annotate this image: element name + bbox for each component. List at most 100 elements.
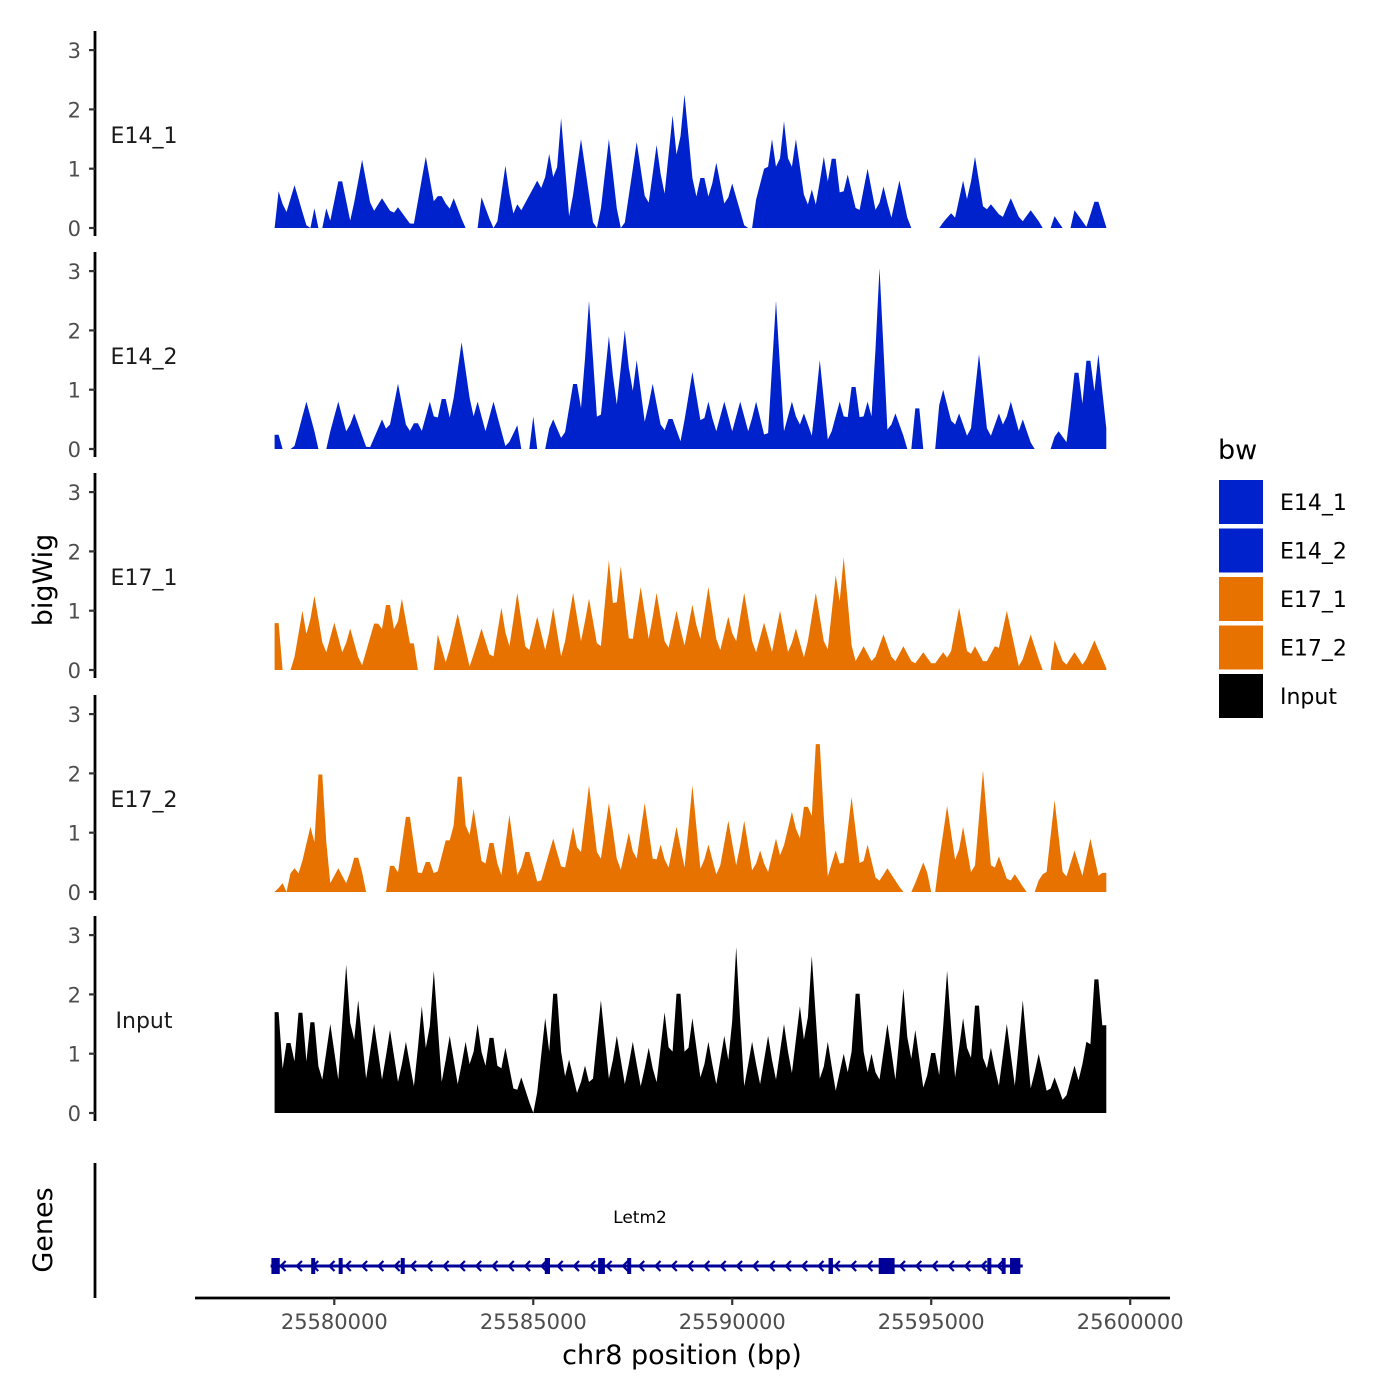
strand-arrow: [376, 1260, 385, 1272]
x-tick-label: 25580000: [281, 1310, 388, 1334]
strand-arrow: [979, 1260, 988, 1272]
strand-arrow: [621, 1260, 629, 1272]
strand-arrow: [963, 1260, 971, 1272]
y-tick-label: 0: [68, 659, 81, 683]
y-tick-label: 1: [68, 379, 81, 403]
track-label: Input: [116, 1009, 173, 1034]
strand-arrow: [588, 1260, 597, 1272]
track-label: E14_1: [111, 124, 178, 149]
strand-arrow: [442, 1260, 450, 1272]
strand-arrow: [833, 1260, 841, 1272]
strand-arrow: [490, 1260, 499, 1272]
signal-area-input: [274, 947, 1107, 1113]
strand-arrow: [702, 1260, 711, 1272]
x-tick-label: 25595000: [878, 1310, 985, 1334]
legend-swatch: [1217, 623, 1265, 672]
y-tick-label: 3: [68, 481, 81, 505]
strand-arrow: [523, 1260, 531, 1272]
strand-arrow: [898, 1260, 906, 1272]
gene-model: Letm2: [270, 1208, 1023, 1274]
y-tick-label: 3: [68, 39, 81, 63]
y-axis-title: bigWig: [28, 534, 59, 627]
genes-track: Genes Letm2: [28, 1163, 1023, 1298]
legend-swatch: [1217, 478, 1265, 526]
legend-label: E14_2: [1280, 540, 1347, 565]
legend-title: bw: [1218, 435, 1257, 466]
y-tick-label: 0: [68, 1102, 81, 1126]
strand-arrow: [344, 1260, 352, 1272]
track-panel-e14-1: 0 1 2 3 E14_1: [68, 31, 1107, 241]
track-panel-input: 0 1 2 3 Input: [68, 916, 1107, 1126]
y-tick-label: 1: [68, 600, 81, 624]
strand-arrow: [474, 1260, 482, 1272]
y-tick-label: 2: [68, 98, 81, 122]
track-panels: 0 1 2 3 E14_1 0 1 2 3 E14_2 0 1 2 3 E17_1 0 1 2 3 E17_2 0 1 2 3…: [68, 31, 1107, 1126]
y-tick-label: 0: [68, 438, 81, 462]
strand-arrow: [865, 1260, 874, 1272]
y-tick-label: 1: [68, 158, 81, 182]
gene-exon: [1001, 1258, 1006, 1274]
strand-arrow: [686, 1260, 694, 1272]
strand-arrow: [768, 1260, 776, 1272]
strand-arrow: [653, 1260, 662, 1272]
y-tick-label: 3: [68, 924, 81, 948]
genes-track-title: Genes: [28, 1187, 59, 1272]
strand-arrow: [800, 1260, 808, 1272]
y-tick-label: 3: [68, 703, 81, 727]
x-axis: 25580000 25585000 25590000 25595000 25600000…: [195, 1296, 1184, 1371]
gene-name-label: Letm2: [613, 1208, 667, 1228]
track-label: E17_1: [111, 566, 178, 591]
y-tick-label: 1: [68, 1043, 81, 1067]
y-tick-label: 0: [68, 217, 81, 241]
gene-exon: [1010, 1258, 1021, 1274]
signal-area-e14-1: [274, 94, 1107, 228]
strand-arrow: [947, 1260, 955, 1272]
legend-label: E17_1: [1280, 588, 1347, 613]
legend-swatch: [1217, 672, 1265, 720]
gene-exon: [987, 1258, 992, 1274]
strand-arrow: [670, 1260, 678, 1272]
y-tick-label: 2: [68, 540, 81, 564]
strand-arrow: [605, 1260, 613, 1272]
y-tick-label: 2: [68, 983, 81, 1007]
x-axis-title: chr8 position (bp): [562, 1340, 802, 1371]
signal-area-e17-2: [274, 744, 1107, 892]
strand-arrow: [637, 1260, 645, 1272]
y-tick-label: 0: [68, 881, 81, 905]
signal-area-e14-2: [274, 268, 1107, 449]
strand-arrow: [458, 1260, 466, 1272]
legend-swatch: [1217, 575, 1265, 623]
strand-arrow: [931, 1260, 939, 1272]
gene-exon: [544, 1258, 550, 1274]
x-tick-label: 25600000: [1077, 1310, 1184, 1334]
legend: bw E14_1 E14_2 E17_1 E17_2 Input: [1217, 435, 1347, 720]
legend-label: E14_1: [1280, 491, 1347, 516]
strand-arrow: [393, 1260, 401, 1272]
gene-exon: [598, 1258, 605, 1274]
track-label: E14_2: [111, 345, 178, 370]
strand-arrow: [996, 1260, 1004, 1272]
y-tick-label: 2: [68, 762, 81, 786]
legend-items: E14_1 E14_2 E17_1 E17_2 Input: [1217, 478, 1347, 720]
strand-arrow: [295, 1260, 303, 1272]
strand-arrow: [784, 1260, 792, 1272]
strand-arrow: [719, 1260, 727, 1272]
strand-arrow: [556, 1260, 564, 1272]
y-tick-label: 1: [68, 822, 81, 846]
signal-area-e17-1: [274, 557, 1107, 670]
gene-exon: [311, 1258, 316, 1274]
legend-label: E17_2: [1280, 637, 1347, 662]
x-axis-ticks: 25580000 25585000 25590000 25595000 25600000: [281, 1298, 1184, 1334]
x-tick-label: 25590000: [679, 1310, 786, 1334]
x-tick-label: 25585000: [480, 1310, 587, 1334]
strand-arrow: [360, 1260, 368, 1272]
strand-arrow: [735, 1260, 743, 1272]
gene-exon: [878, 1258, 895, 1274]
gene-exon: [400, 1258, 405, 1274]
y-tick-label: 2: [68, 319, 81, 343]
track-panel-e17-2: 0 1 2 3 E17_2: [68, 695, 1107, 905]
legend-swatch: [1217, 526, 1265, 575]
gene-exon: [338, 1258, 343, 1274]
strand-arrow: [425, 1260, 434, 1272]
